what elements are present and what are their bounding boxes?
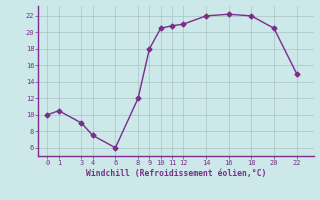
X-axis label: Windchill (Refroidissement éolien,°C): Windchill (Refroidissement éolien,°C) [86,169,266,178]
